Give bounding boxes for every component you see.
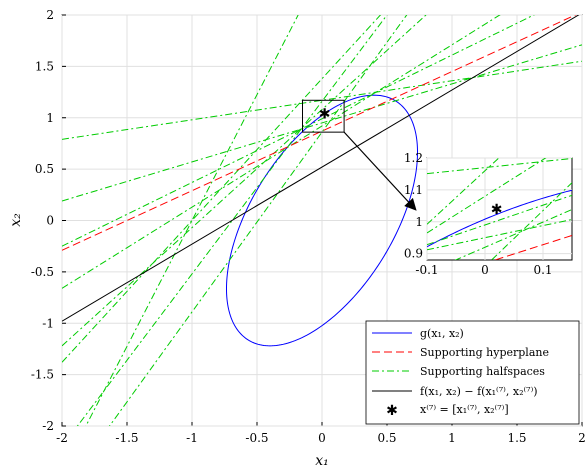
y-tick-label: -1 xyxy=(42,316,54,330)
inset-grid xyxy=(426,157,572,260)
inset-hyperplane-line xyxy=(493,234,572,260)
inset-halfspace-line xyxy=(427,158,500,225)
y-tick-label: -1.5 xyxy=(31,368,54,382)
inset-halfspace-line xyxy=(427,219,572,251)
legend: g(x₁, x₂) Supporting hyperplane Supporti… xyxy=(365,320,580,425)
legend-swatch-point: ✱ xyxy=(386,403,398,419)
inset-halfspace-line xyxy=(490,182,572,260)
inset-ellipse-curve xyxy=(427,189,572,248)
y-tick-label: 1.5 xyxy=(35,59,54,73)
inset-halfspace-line xyxy=(427,158,547,234)
inset-y-tick-label: 1.2 xyxy=(404,151,423,165)
inset-point-marker: ✱ xyxy=(491,202,503,218)
inset-tick-labels: -0.1 0 0.1 0.9 1 1.1 1.2 xyxy=(404,151,553,277)
halfspace-line xyxy=(62,15,535,247)
inset-x-tick-label: -0.1 xyxy=(415,263,438,277)
x-tick-label: 1 xyxy=(448,431,456,445)
inset-y-tick-label: 0.9 xyxy=(404,247,423,261)
inset-halfspace-line xyxy=(454,209,572,260)
zoom-box xyxy=(302,99,345,133)
inset-x-tick-label: 0 xyxy=(481,263,489,277)
y-tick-label: 0.5 xyxy=(35,162,54,176)
main-tick-labels: -2 -1.5 -1 -0.5 0 0.5 1 1.5 2 -2 -1.5 -1 -0.5 0 0.5 1 1.… xyxy=(31,8,586,445)
level-line xyxy=(62,15,580,322)
y-tick-label: -2 xyxy=(42,419,54,433)
x-tick-label: 1.5 xyxy=(507,431,526,445)
main-grid xyxy=(61,14,583,427)
x-axis-label: x₁ xyxy=(315,453,329,469)
point-marker: ✱ xyxy=(319,107,331,123)
x-tick-label: 0.5 xyxy=(377,431,396,445)
halfspace-line xyxy=(62,60,582,140)
legend-label-point: x⁽⁷⁾ = [x₁⁽⁷⁾, x₂⁽⁷⁾] xyxy=(420,403,509,416)
x-tick-label: -1.5 xyxy=(115,431,138,445)
halfspace-line xyxy=(62,15,501,289)
inset-halfspace-line xyxy=(427,194,572,246)
x-tick-label: 2 xyxy=(578,431,586,445)
inset-y-tick-label: 1 xyxy=(415,215,423,229)
legend-label-halfspaces: Supporting halfspaces xyxy=(420,365,545,378)
x-tick-label: -2 xyxy=(56,431,68,445)
inset-plot: ✱ -0.1 0 0.1 0.9 1 1.1 1.2 xyxy=(404,151,573,277)
x-tick-label: -0.5 xyxy=(245,431,268,445)
legend-box xyxy=(365,320,580,425)
legend-label-hyperplane: Supporting hyperplane xyxy=(420,346,549,359)
inset-series: ✱ xyxy=(427,158,572,260)
y-tick-label: 2 xyxy=(46,8,54,22)
y-tick-label: 0 xyxy=(46,214,54,228)
inset-y-tick-label: 1.1 xyxy=(404,183,423,197)
legend-label-ellipse: g(x₁, x₂) xyxy=(420,327,464,340)
x-tick-label: -1 xyxy=(186,431,198,445)
y-tick-label: 1 xyxy=(46,111,54,125)
halfspace-line xyxy=(62,44,582,202)
inset-x-tick-label: 0.1 xyxy=(533,263,552,277)
legend-label-level: f(x₁, x₂) − f(x₁⁽⁷⁾, x₂⁽⁷⁾) xyxy=(420,385,538,398)
main-series: ✱ xyxy=(62,15,582,426)
ellipse-curve xyxy=(225,94,419,347)
y-tick-label: -0.5 xyxy=(31,265,54,279)
inset-halfspace-line xyxy=(427,158,572,175)
zoom-arrow xyxy=(343,131,417,211)
halfspace-line xyxy=(62,15,427,347)
x-tick-label: 0 xyxy=(318,431,326,445)
y-axis-label: x₂ xyxy=(8,213,24,227)
